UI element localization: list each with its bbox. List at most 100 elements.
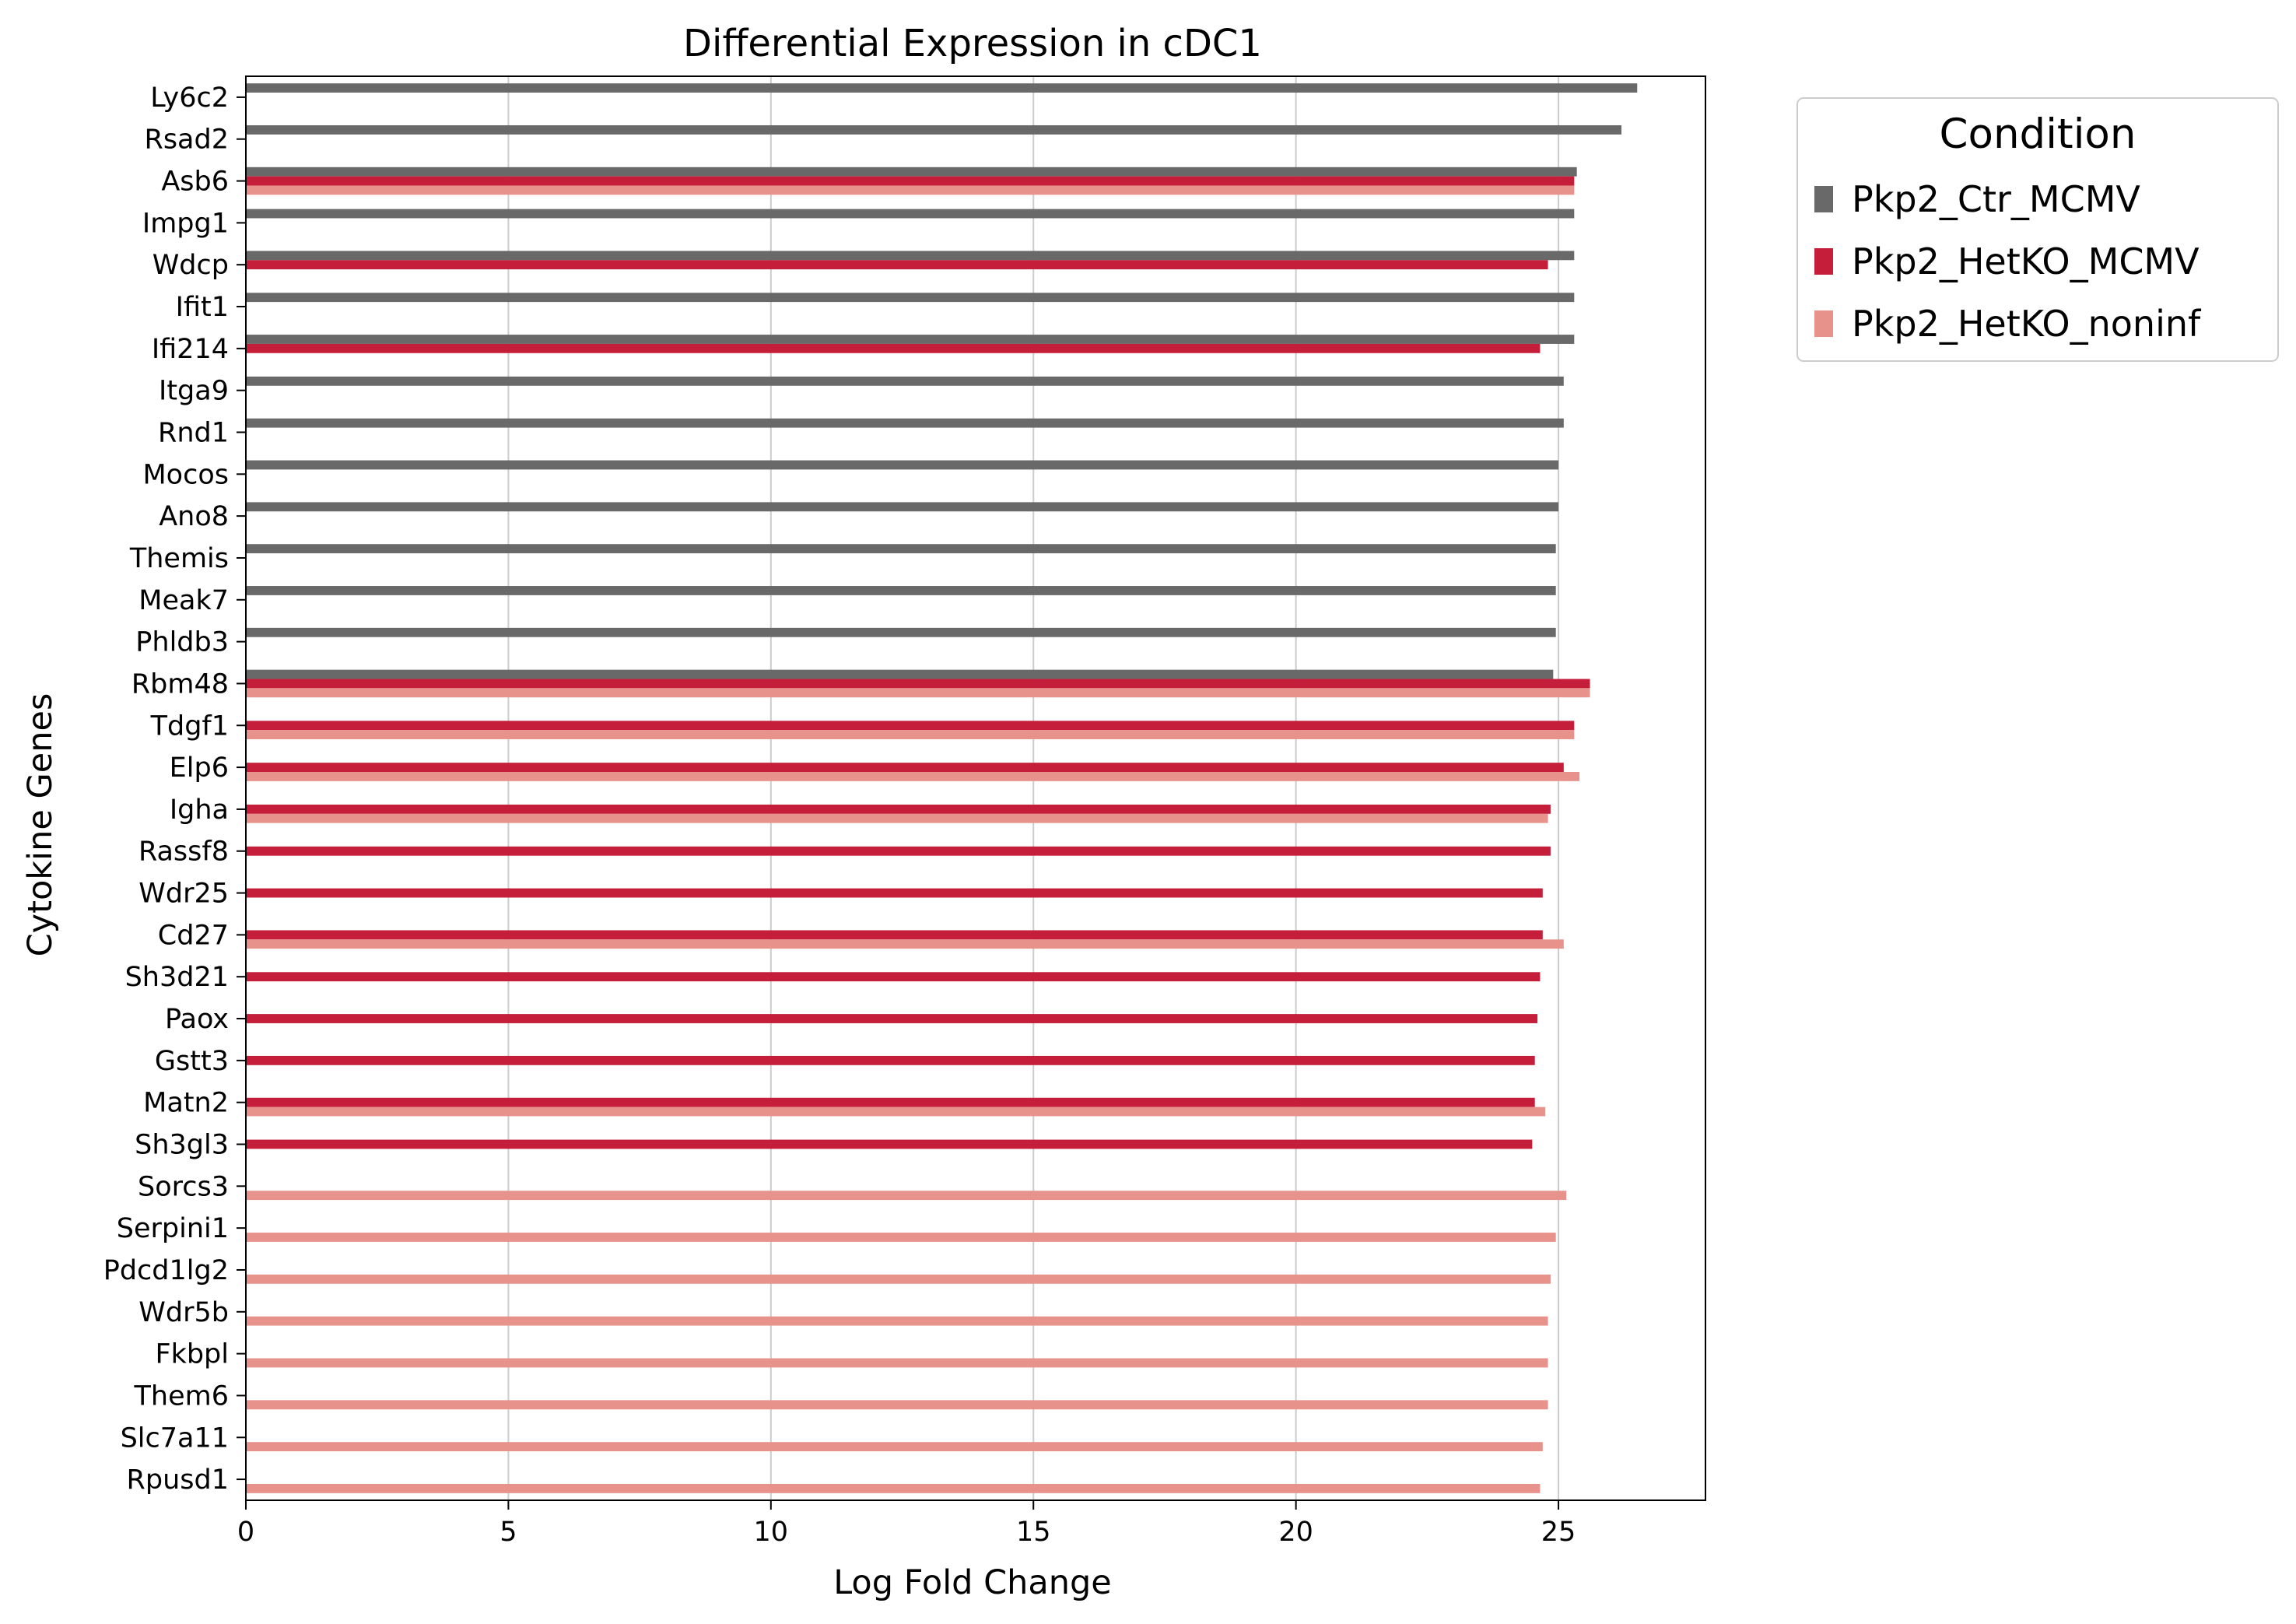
x-tick-label: 20 — [1278, 1517, 1313, 1548]
y-tick-label: Them6 — [134, 1380, 229, 1412]
y-tick-label: Elp6 — [170, 752, 229, 784]
x-tick-label: 0 — [237, 1517, 254, 1548]
bar-Pkp2_HetKO_noninf-Matn2 — [246, 1107, 1546, 1117]
y-tick-label: Sh3d21 — [125, 962, 229, 993]
bar-Pkp2_HetKO_noninf-Rbm48 — [246, 688, 1590, 698]
bar-Pkp2_HetKO_noninf-Tdgf1 — [246, 730, 1575, 740]
y-tick-label: Asb6 — [161, 167, 229, 198]
bar-Pkp2_HetKO_MCMV-Rassf8 — [246, 846, 1551, 856]
bar-Pkp2_HetKO_MCMV-Igha — [246, 804, 1551, 814]
y-tick-label: Rbm48 — [131, 668, 229, 700]
x-tick-label: 10 — [754, 1517, 789, 1548]
bar-Pkp2_Ctr_MCMV-Ly6c2 — [246, 83, 1638, 93]
chart-title: Differential Expression in cDC1 — [683, 22, 1262, 65]
x-tick-label: 15 — [1016, 1517, 1051, 1548]
bar-Pkp2_HetKO_noninf-Igha — [246, 813, 1548, 823]
y-tick-label: Wdcp — [152, 250, 229, 281]
bar-Pkp2_HetKO_MCMV-Sh3gl3 — [246, 1139, 1533, 1149]
bar-Pkp2_Ctr_MCMV-Wdcp — [246, 251, 1575, 261]
y-axis: Ly6c2 Rsad2 Asb6 Impg1 Wdcp Ifit1 Ifi214 Itga9 R… — [103, 82, 246, 1496]
y-tick-label: Rpusd1 — [127, 1464, 229, 1496]
legend-items: Pkp2_Ctr_MCMV Pkp2_HetKO_MCMV Pkp2_HetKO_n… — [1814, 178, 2202, 345]
y-tick-label: Mocos — [142, 459, 229, 490]
bar-Pkp2_HetKO_MCMV-Ifi214 — [246, 343, 1541, 353]
bar-Pkp2_Ctr_MCMV-Itga9 — [246, 376, 1564, 386]
bar-Pkp2_HetKO_noninf-Slc7a11 — [246, 1442, 1543, 1452]
y-tick-label: Phldb3 — [135, 627, 229, 658]
y-tick-label: Rassf8 — [138, 837, 229, 868]
y-tick-label: Slc7a11 — [121, 1422, 229, 1454]
plot-frame — [245, 75, 1706, 1501]
bar-Pkp2_HetKO_noninf-Rpusd1 — [246, 1484, 1541, 1493]
bar-Pkp2_Ctr_MCMV-Phldb3 — [246, 627, 1556, 637]
bar-Pkp2_HetKO_MCMV-Wdr25 — [246, 888, 1543, 898]
bar-Pkp2_HetKO_noninf-Them6 — [246, 1400, 1548, 1410]
bar-Pkp2_Ctr_MCMV-Asb6 — [246, 167, 1577, 177]
bar-Pkp2_HetKO_noninf-Pdcd1lg2 — [246, 1274, 1551, 1284]
y-tick-label: Wdr25 — [138, 879, 229, 910]
bar-Pkp2_HetKO_MCMV-Sh3d21 — [246, 972, 1541, 982]
y-tick-label: Wdr5b — [138, 1297, 229, 1328]
bar-Pkp2_Ctr_MCMV-Ifi214 — [246, 335, 1575, 344]
y-tick-label: Fkbpl — [155, 1339, 229, 1370]
y-tick-label: Matn2 — [143, 1088, 229, 1119]
legend-label: Pkp2_Ctr_MCMV — [1852, 178, 2140, 220]
bar-Pkp2_HetKO_MCMV-Rbm48 — [246, 679, 1590, 689]
y-tick-label: Ano8 — [159, 501, 229, 532]
y-tick-label: Tdgf1 — [150, 710, 229, 742]
y-tick-label: Cd27 — [158, 920, 229, 951]
legend-title: Condition — [1940, 110, 2137, 158]
y-tick-label: Ifit1 — [176, 292, 229, 323]
bar-Pkp2_HetKO_MCMV-Gstt3 — [246, 1055, 1535, 1065]
y-tick-label: Paox — [165, 1004, 229, 1035]
bar-Pkp2_Ctr_MCMV-Impg1 — [246, 209, 1575, 219]
bar-Pkp2_HetKO_MCMV-Cd27 — [246, 930, 1543, 940]
bar-Pkp2_HetKO_noninf-Wdr5b — [246, 1316, 1548, 1326]
bar-Pkp2_HetKO_MCMV-Tdgf1 — [246, 721, 1575, 731]
gridlines — [245, 76, 1560, 1500]
bar-Pkp2_HetKO_MCMV-Elp6 — [246, 763, 1564, 773]
bar-Pkp2_Ctr_MCMV-Rbm48 — [246, 669, 1554, 679]
legend-label: Pkp2_HetKO_MCMV — [1852, 240, 2200, 282]
legend-swatch — [1814, 310, 1833, 337]
y-tick-label: Rsad2 — [145, 125, 230, 156]
bars — [246, 83, 1638, 1493]
y-axis-label: Cytokine Genes — [21, 693, 60, 957]
y-tick-label: Sorcs3 — [138, 1171, 229, 1202]
bar-Pkp2_HetKO_noninf-Fkbpl — [246, 1358, 1548, 1368]
bar-Pkp2_Ctr_MCMV-Mocos — [246, 460, 1559, 470]
bar-Pkp2_Ctr_MCMV-Rnd1 — [246, 418, 1564, 428]
bar-Pkp2_Ctr_MCMV-Rsad2 — [246, 125, 1622, 135]
y-tick-label: Sh3gl3 — [135, 1130, 229, 1161]
legend-swatch — [1814, 248, 1833, 275]
bar-Pkp2_Ctr_MCMV-Meak7 — [246, 586, 1556, 595]
bar-Pkp2_Ctr_MCMV-Ifit1 — [246, 293, 1575, 303]
legend-label: Pkp2_HetKO_noninf — [1852, 303, 2202, 345]
y-tick-label: Itga9 — [159, 376, 229, 407]
legend-frame — [1796, 97, 2279, 362]
y-tick-label: Ly6c2 — [150, 82, 229, 114]
y-tick-label: Igha — [170, 794, 229, 826]
bar-Pkp2_HetKO_noninf-Asb6 — [246, 185, 1575, 195]
bar-Pkp2_HetKO_noninf-Sorcs3 — [246, 1191, 1567, 1201]
y-tick-label: Meak7 — [138, 585, 229, 616]
legend: Condition Pkp2_Ctr_MCMVPkp2_HetKO_MCMVPk… — [1796, 97, 2279, 362]
y-tick-label: Rnd1 — [158, 418, 229, 449]
y-tick-label: Pdcd1lg2 — [103, 1255, 229, 1286]
y-tick-label: Serpini1 — [117, 1213, 229, 1244]
x-tick-label: 25 — [1541, 1517, 1576, 1548]
legend-swatch — [1814, 186, 1833, 212]
bar-Pkp2_HetKO_MCMV-Paox — [246, 1014, 1538, 1023]
bar-Pkp2_HetKO_noninf-Cd27 — [246, 939, 1564, 949]
bar-Pkp2_Ctr_MCMV-Ano8 — [246, 502, 1559, 512]
y-tick-label: Themis — [129, 543, 229, 574]
bar-Pkp2_HetKO_noninf-Elp6 — [246, 772, 1580, 781]
x-tick-label: 5 — [500, 1517, 517, 1548]
bar-Pkp2_HetKO_MCMV-Matn2 — [246, 1097, 1535, 1107]
y-tick-label: Ifi214 — [152, 334, 229, 365]
y-tick-label: Gstt3 — [155, 1046, 229, 1077]
x-axis: 0 5 10 15 20 25 — [237, 1500, 1576, 1548]
x-axis-label: Log Fold Change — [833, 1563, 1112, 1602]
bar-Pkp2_HetKO_MCMV-Asb6 — [246, 176, 1575, 186]
